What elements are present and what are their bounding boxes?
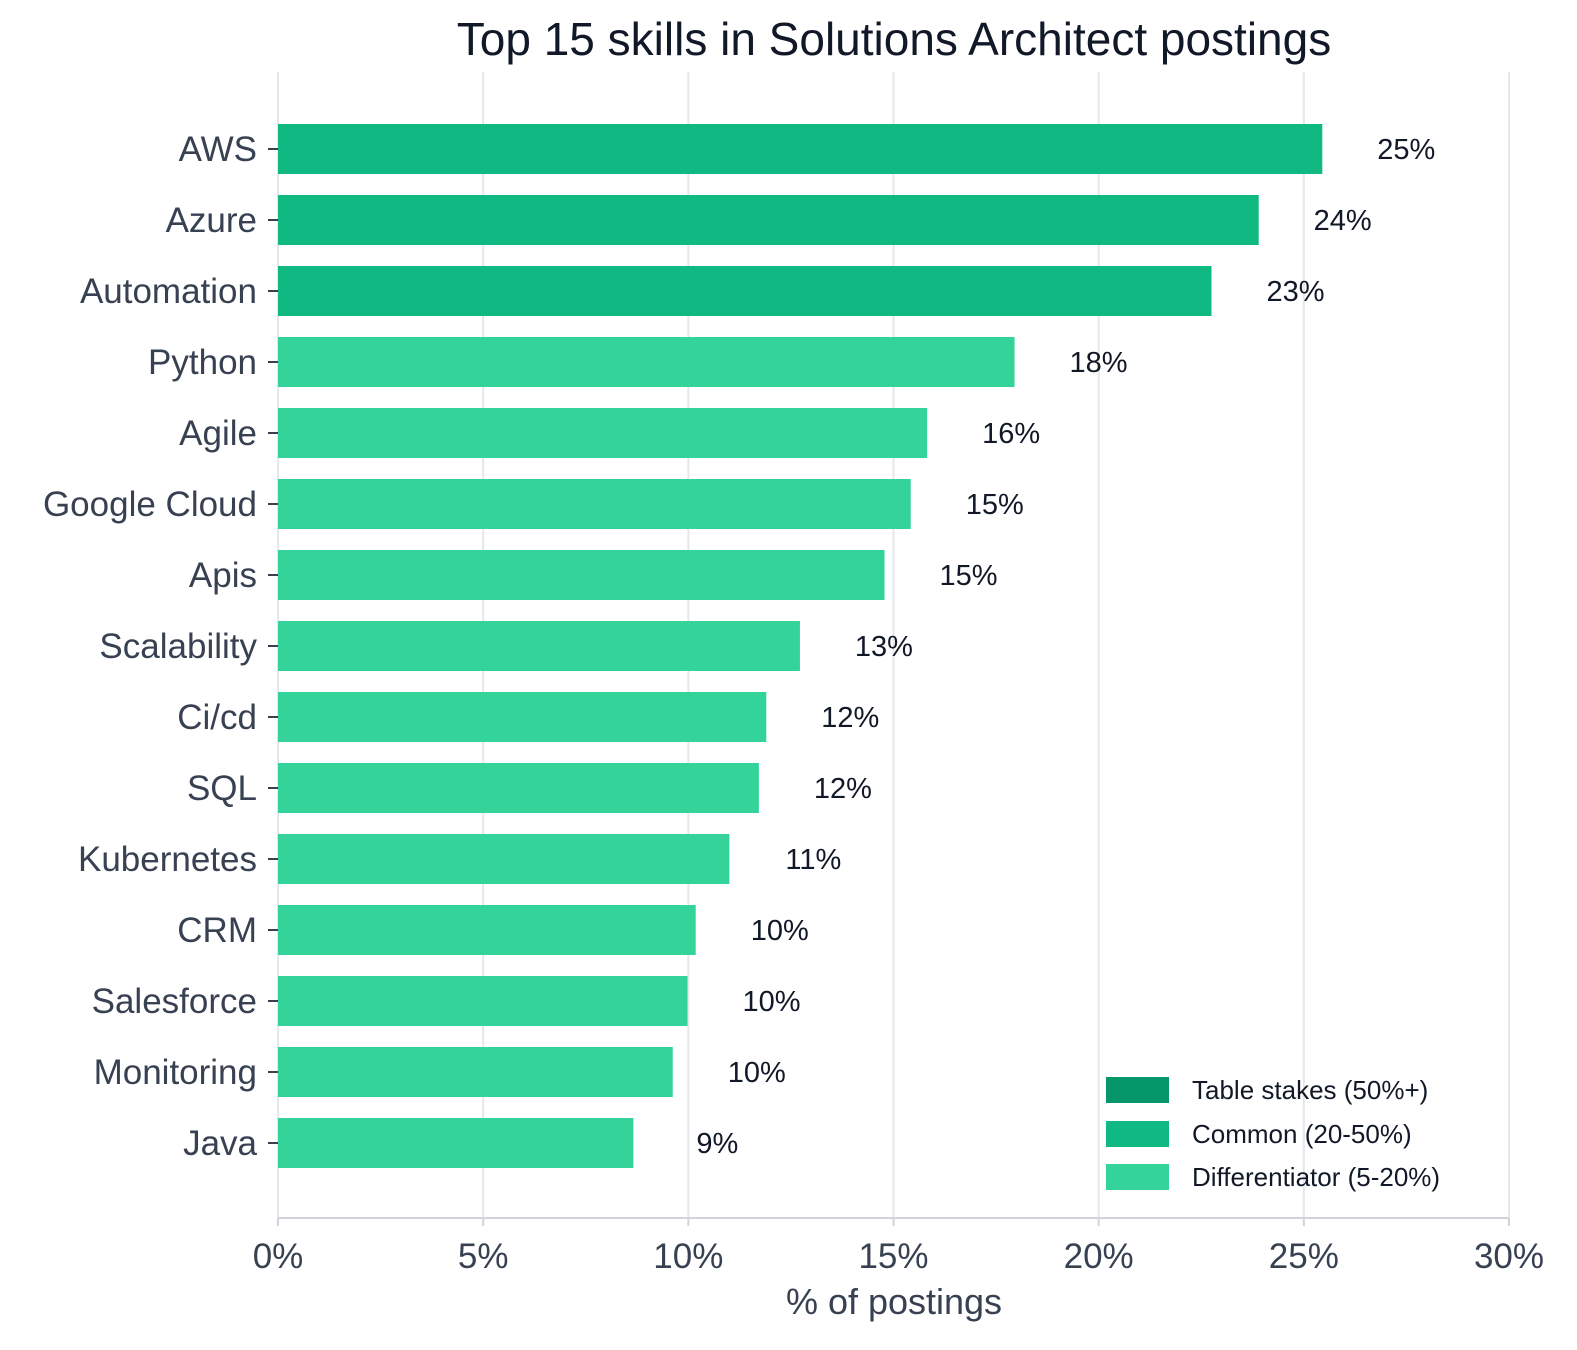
- bar-value-label: 10%: [728, 1057, 786, 1089]
- y-tick-label: Ci/cd: [177, 698, 257, 737]
- bar-value-label: 16%: [982, 418, 1040, 450]
- legend-label: Differentiator (5-20%): [1192, 1162, 1440, 1192]
- y-tick-label: AWS: [179, 130, 257, 169]
- bar-value-label: 18%: [1070, 347, 1128, 379]
- x-axis: 0% 5% 10% 15% 20% 25% 30%: [253, 1217, 1544, 1276]
- bar: [278, 195, 1259, 245]
- bar-value-label: 10%: [742, 986, 800, 1018]
- x-tick-label: 5%: [458, 1237, 509, 1276]
- y-tick-label: Monitoring: [94, 1053, 257, 1092]
- y-tick-label: Kubernetes: [78, 840, 257, 879]
- bar: [278, 976, 688, 1026]
- bar: [278, 692, 767, 742]
- y-tick-label: CRM: [177, 911, 257, 950]
- legend: Table stakes (50%+) Common (20-50%) Differ…: [1106, 1075, 1440, 1192]
- y-tick-label: Python: [148, 343, 257, 382]
- bar: [278, 1047, 673, 1097]
- bar: [278, 266, 1212, 316]
- legend-swatch: [1106, 1164, 1169, 1190]
- bar: [278, 479, 911, 529]
- x-tick-label: 20%: [1064, 1237, 1134, 1276]
- bar: [278, 905, 696, 955]
- chart-title: Top 15 skills in Solutions Architect pos…: [457, 13, 1331, 65]
- bar: [278, 550, 885, 600]
- bar-value-label: 9%: [696, 1128, 738, 1160]
- bar-value-label: 15%: [966, 489, 1024, 521]
- y-tick-label: Automation: [80, 272, 257, 311]
- bar: [278, 337, 1015, 387]
- y-tick-label: Azure: [166, 201, 257, 240]
- bar: [278, 834, 730, 884]
- x-tick-label: 10%: [653, 1237, 723, 1276]
- bar-value-label: 25%: [1377, 134, 1435, 166]
- bar-value-label: 15%: [939, 560, 997, 592]
- y-tick-label: Scalability: [99, 627, 257, 666]
- x-tick-label: 30%: [1474, 1237, 1544, 1276]
- bar: [278, 124, 1323, 174]
- x-tick-label: 25%: [1269, 1237, 1339, 1276]
- bar-labels: 25% 24% 23% 18% 16% 15% 15% 13% 12% 12% 11% 10% 10% 1…: [696, 134, 1435, 1160]
- bar-value-label: 11%: [785, 844, 841, 876]
- legend-swatch: [1106, 1121, 1169, 1147]
- legend-swatch: [1106, 1077, 1169, 1103]
- y-tick-label: Java: [183, 1124, 257, 1163]
- y-axis: AWS Azure Automation Python Agile Google Clou…: [43, 130, 278, 1163]
- y-tick-label: Google Cloud: [43, 485, 257, 524]
- bar: [278, 621, 800, 671]
- bar-value-label: 12%: [814, 773, 872, 805]
- y-tick-label: Salesforce: [92, 982, 257, 1021]
- bar: [278, 1118, 634, 1168]
- bars: [278, 124, 1323, 1168]
- y-tick-label: Apis: [189, 556, 257, 595]
- bar: [278, 763, 759, 813]
- bar-value-label: 12%: [821, 702, 879, 734]
- legend-label: Common (20-50%): [1192, 1119, 1412, 1149]
- bar-value-label: 23%: [1266, 276, 1324, 308]
- y-tick-label: SQL: [187, 769, 257, 808]
- x-tick-label: 0%: [253, 1237, 304, 1276]
- bar: [278, 408, 928, 458]
- y-tick-label: Agile: [179, 414, 257, 453]
- x-axis-label: % of postings: [786, 1281, 1002, 1322]
- bar-value-label: 13%: [855, 631, 913, 663]
- bar-value-label: 24%: [1314, 205, 1372, 237]
- bar-value-label: 10%: [751, 915, 809, 947]
- legend-label: Table stakes (50%+): [1192, 1075, 1428, 1105]
- x-tick-label: 15%: [858, 1237, 928, 1276]
